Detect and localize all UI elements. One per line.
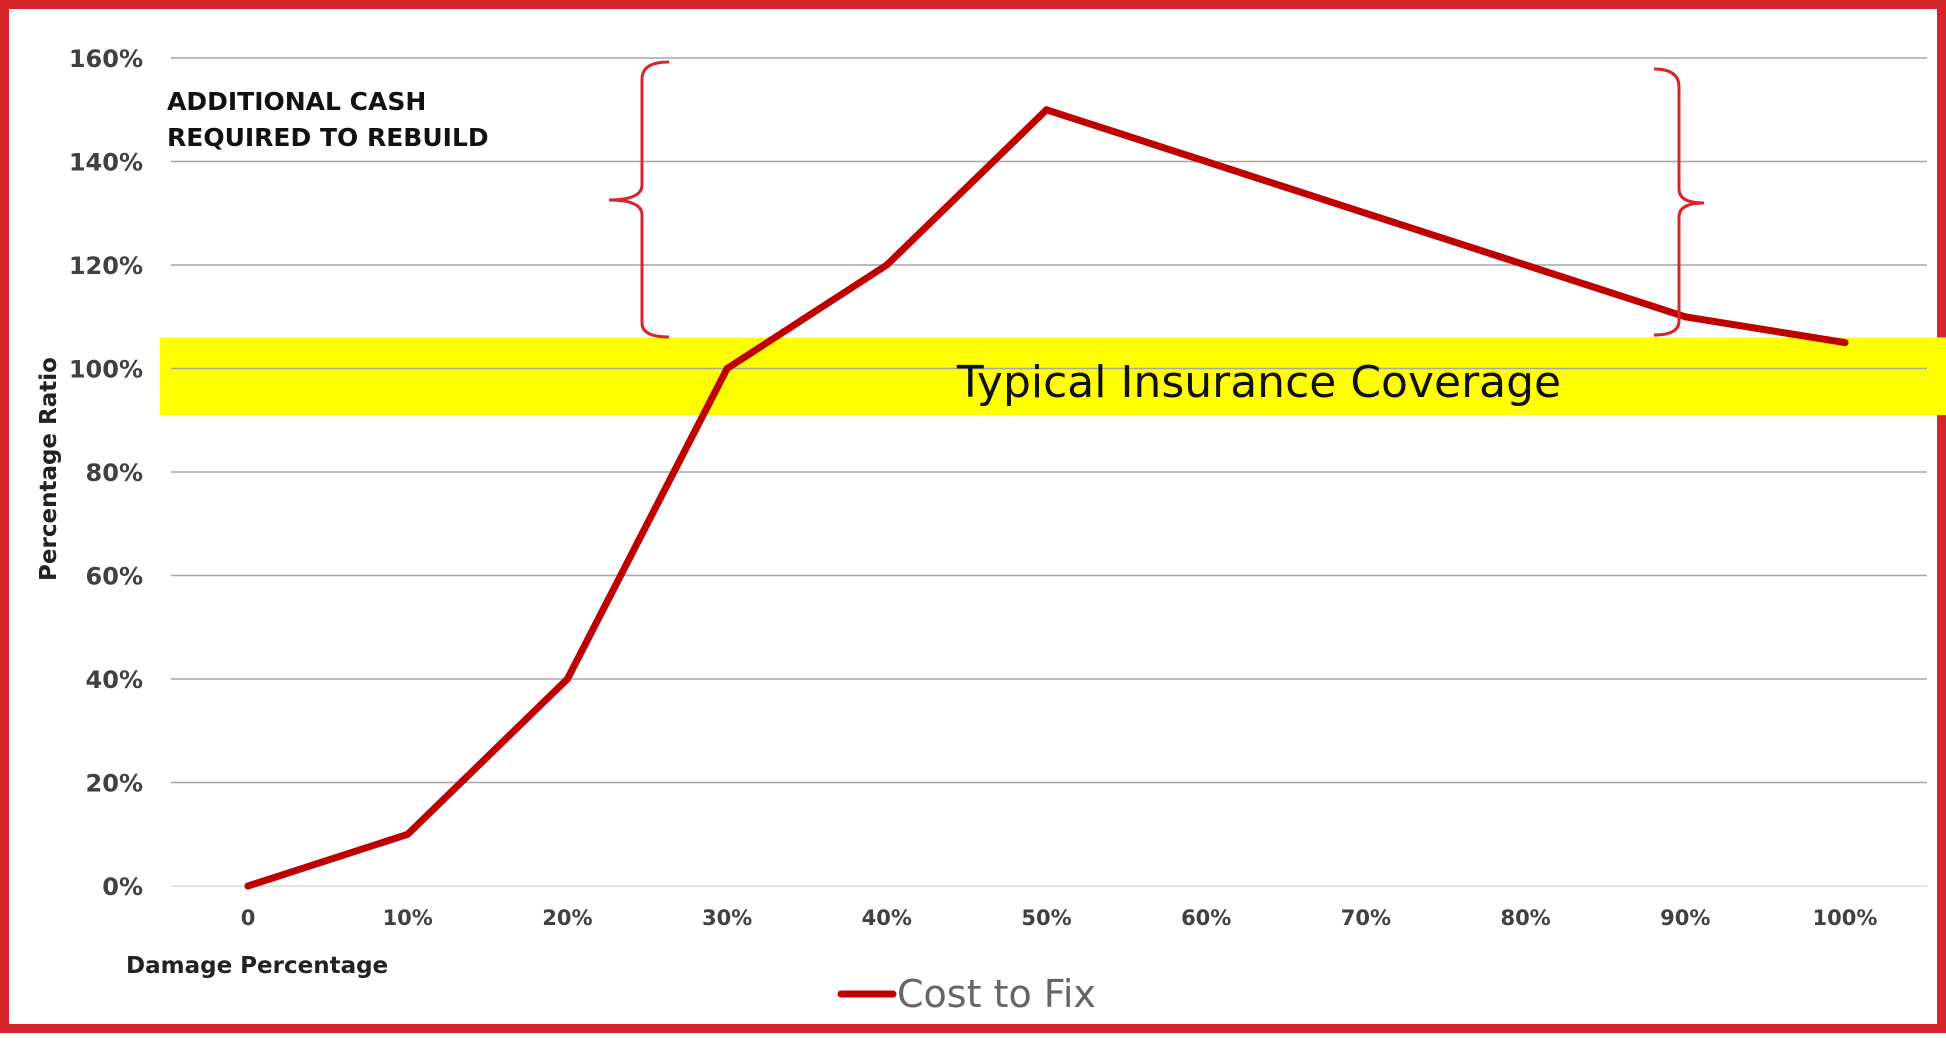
x-tick-label: 60% [1181,906,1231,930]
gridlines [171,57,1927,887]
data-point [883,261,891,269]
bracket-right [1653,67,1705,337]
y-tick-label: 40% [86,666,143,694]
line-chart: 0% 20% 40% 60% 80% 100% 120% 140% 160% 0 10% 20% 30… [36,45,1946,1016]
data-point [723,365,731,372]
x-tick-label: 50% [1021,906,1071,930]
legend-label: Cost to Fix [897,972,1096,1016]
x-tick-label: 90% [1660,906,1710,930]
y-tick-label: 80% [86,459,143,487]
y-tick-label: 60% [86,563,143,591]
x-tick-label: 30% [702,906,752,930]
cash-label-line-1: ADDITIONAL CASH [167,87,426,116]
x-axis-ticks: 0 10% 20% 30% 40% 50% 60% 70% 80% 90% 100% [241,906,1878,930]
y-tick-label: 20% [86,770,143,798]
data-point [1202,158,1210,165]
coverage-band-label: Typical Insurance Coverage [956,357,1561,408]
x-tick-label: 100% [1813,906,1878,930]
y-axis-ticks: 0% 20% 40% 60% 80% 100% 120% 140% 160% [69,45,143,901]
x-tick-label: 10% [383,906,433,930]
y-tick-label: 100% [69,356,143,384]
y-tick-label: 0% [102,873,143,901]
x-axis-title: Damage Percentage [126,953,388,979]
y-tick-label: 120% [69,252,143,280]
x-tick-label: 40% [862,906,912,930]
data-point [563,675,571,683]
cash-label-line-2: REQUIRED TO REBUILD [167,123,489,152]
data-point [1362,209,1370,217]
x-tick-label: 70% [1341,906,1391,930]
y-tick-label: 160% [69,45,143,73]
x-tick-label: 20% [542,906,592,930]
data-point [1043,106,1050,114]
y-axis-title: Percentage Ratio [36,357,62,581]
data-point [1841,339,1849,347]
series-line-cost-to-fix [244,106,1849,890]
bracket-left [608,60,670,339]
data-point [244,882,252,890]
data-points [244,106,1849,890]
x-tick-label: 0 [241,906,256,930]
data-point [404,830,412,838]
y-tick-label: 140% [69,149,143,177]
insurance-coverage-band [160,337,1946,416]
data-point [1522,261,1530,269]
x-tick-label: 80% [1500,906,1550,930]
data-point [1681,313,1689,321]
